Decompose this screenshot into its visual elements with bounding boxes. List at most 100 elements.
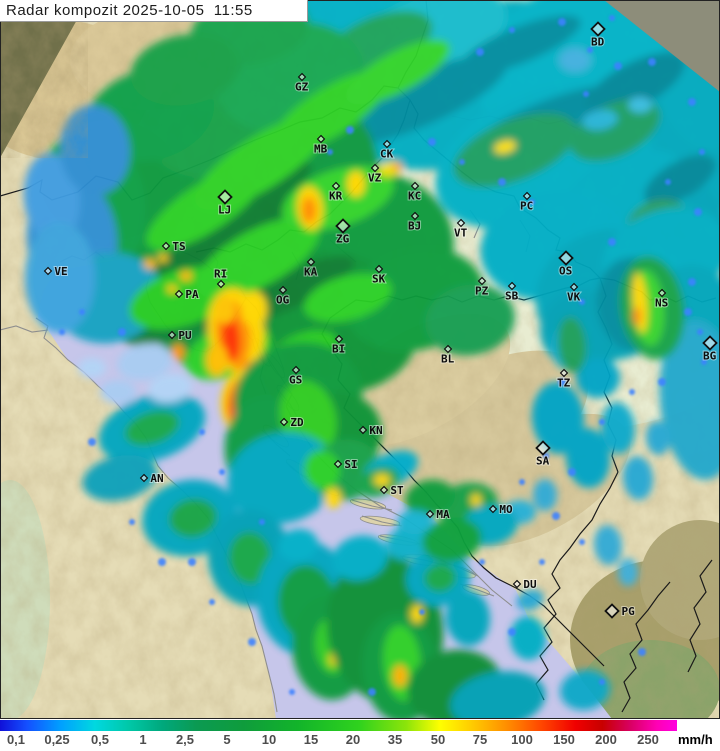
scale-tick: 10 xyxy=(261,732,277,747)
station-label-KC: KC xyxy=(408,189,421,202)
scale-tick: 0,25 xyxy=(44,732,70,747)
station-label-GZ: GZ xyxy=(295,80,309,93)
station-marker-PA xyxy=(174,289,184,299)
station-marker-DU xyxy=(512,579,522,589)
station-label-PZ: PZ xyxy=(475,284,489,297)
station-label-VT: VT xyxy=(454,226,468,239)
station-label-MO: MO xyxy=(499,503,513,516)
scale-tick: 1 xyxy=(139,732,147,747)
station-label-ZD: ZD xyxy=(290,416,304,429)
scale-tick: 2,5 xyxy=(175,732,195,747)
station-label-SK: SK xyxy=(372,272,386,285)
station-marker-OS xyxy=(558,250,574,266)
scale-tick: 100 xyxy=(511,732,533,747)
station-marker-KN xyxy=(358,425,368,435)
station-label-ST: ST xyxy=(390,484,404,497)
scale-tick: 250 xyxy=(637,732,659,747)
station-marker-MO xyxy=(488,504,498,514)
station-marker-AN xyxy=(139,473,149,483)
station-marker-TS xyxy=(161,241,171,251)
scale-tick: 0,1 xyxy=(6,732,26,747)
scale-tick: 150 xyxy=(553,732,575,747)
station-label-MA: MA xyxy=(436,508,450,521)
station-marker-KA xyxy=(306,257,316,267)
station-marker-GS xyxy=(291,365,301,375)
station-marker-MA xyxy=(425,509,435,519)
scale-tick: 5 xyxy=(223,732,231,747)
station-label-PC: PC xyxy=(520,199,533,212)
station-label-KA: KA xyxy=(304,265,318,278)
station-label-VZ: VZ xyxy=(368,171,382,184)
station-marker-MB xyxy=(316,134,326,144)
station-marker-TZ xyxy=(559,368,569,378)
station-label-AN: AN xyxy=(150,472,163,485)
station-marker-SA xyxy=(535,440,551,456)
station-marker-ZD xyxy=(279,417,289,427)
station-label-DU: DU xyxy=(523,578,537,591)
station-marker-PG xyxy=(604,603,620,619)
station-label-BG: BG xyxy=(703,350,717,363)
stations-layer: GZ BD MB CK VZ KR KC LJ PC BJ VT ZG TS OS KA SK VE RI OG PZ… xyxy=(43,21,718,619)
scale-tick: 200 xyxy=(595,732,617,747)
scale-tick: 35 xyxy=(387,732,403,747)
station-label-MB: MB xyxy=(314,142,328,155)
station-marker-PU xyxy=(167,330,177,340)
station-marker-BL xyxy=(443,344,453,354)
station-marker-LJ xyxy=(217,189,233,205)
scale-tick: 0,5 xyxy=(90,732,110,747)
station-marker-KR xyxy=(331,181,341,191)
station-marker-BI xyxy=(334,334,344,344)
precip-scale-gradient xyxy=(0,720,677,731)
station-label-TS: TS xyxy=(172,240,185,253)
station-marker-VE xyxy=(43,266,53,276)
station-marker-KC xyxy=(410,181,420,191)
station-marker-VT xyxy=(456,218,466,228)
scale-tick: 50 xyxy=(430,732,446,747)
scale-tick: 20 xyxy=(345,732,361,747)
station-label-LJ: LJ xyxy=(218,204,231,217)
out-of-range-nw xyxy=(0,0,88,158)
station-label-OG: OG xyxy=(276,293,290,306)
station-label-RI: RI xyxy=(214,268,227,281)
scale-tick: 15 xyxy=(303,732,319,747)
station-label-KR: KR xyxy=(329,189,343,202)
station-label-PU: PU xyxy=(178,329,192,342)
station-label-SA: SA xyxy=(536,455,550,468)
out-of-range-ne xyxy=(604,0,720,92)
station-label-OS: OS xyxy=(559,265,572,278)
station-label-VK: VK xyxy=(567,290,581,303)
precipitation-speckles xyxy=(59,15,707,696)
station-marker-ZG xyxy=(335,218,351,234)
scale-unit: mm/h xyxy=(678,732,713,747)
station-marker-BJ xyxy=(410,211,420,221)
station-marker-BG xyxy=(702,335,718,351)
station-marker-SK xyxy=(374,264,384,274)
station-marker-GZ xyxy=(297,72,307,82)
precip-scale: 0,1 0,25 0,5 1 2,5 5 10 15 20 35 50 75 100 150 200 250 … xyxy=(0,719,720,751)
station-label-CK: CK xyxy=(380,147,394,160)
title-text: Radar kompozit 2025-10-05 11:55 xyxy=(6,2,253,19)
station-marker-PZ xyxy=(477,276,487,286)
station-label-ZG: ZG xyxy=(336,233,350,246)
station-label-BI: BI xyxy=(332,342,345,355)
station-label-BJ: BJ xyxy=(408,219,421,232)
station-label-PG: PG xyxy=(622,605,636,618)
station-label-BD: BD xyxy=(591,36,605,49)
precipitation-layer xyxy=(23,0,720,729)
station-marker-VK xyxy=(569,282,579,292)
station-label-BL: BL xyxy=(441,352,455,365)
station-marker-RI xyxy=(216,279,226,289)
station-marker-ST xyxy=(379,485,389,495)
station-marker-NS xyxy=(657,288,667,298)
station-label-SB: SB xyxy=(505,289,519,302)
station-label-PA: PA xyxy=(185,288,199,301)
station-marker-CK xyxy=(382,139,392,149)
station-label-NS: NS xyxy=(655,296,668,309)
station-label-TZ: TZ xyxy=(557,376,571,389)
station-label-KN: KN xyxy=(369,424,382,437)
station-label-SI: SI xyxy=(344,458,357,471)
station-marker-PC xyxy=(522,191,532,201)
